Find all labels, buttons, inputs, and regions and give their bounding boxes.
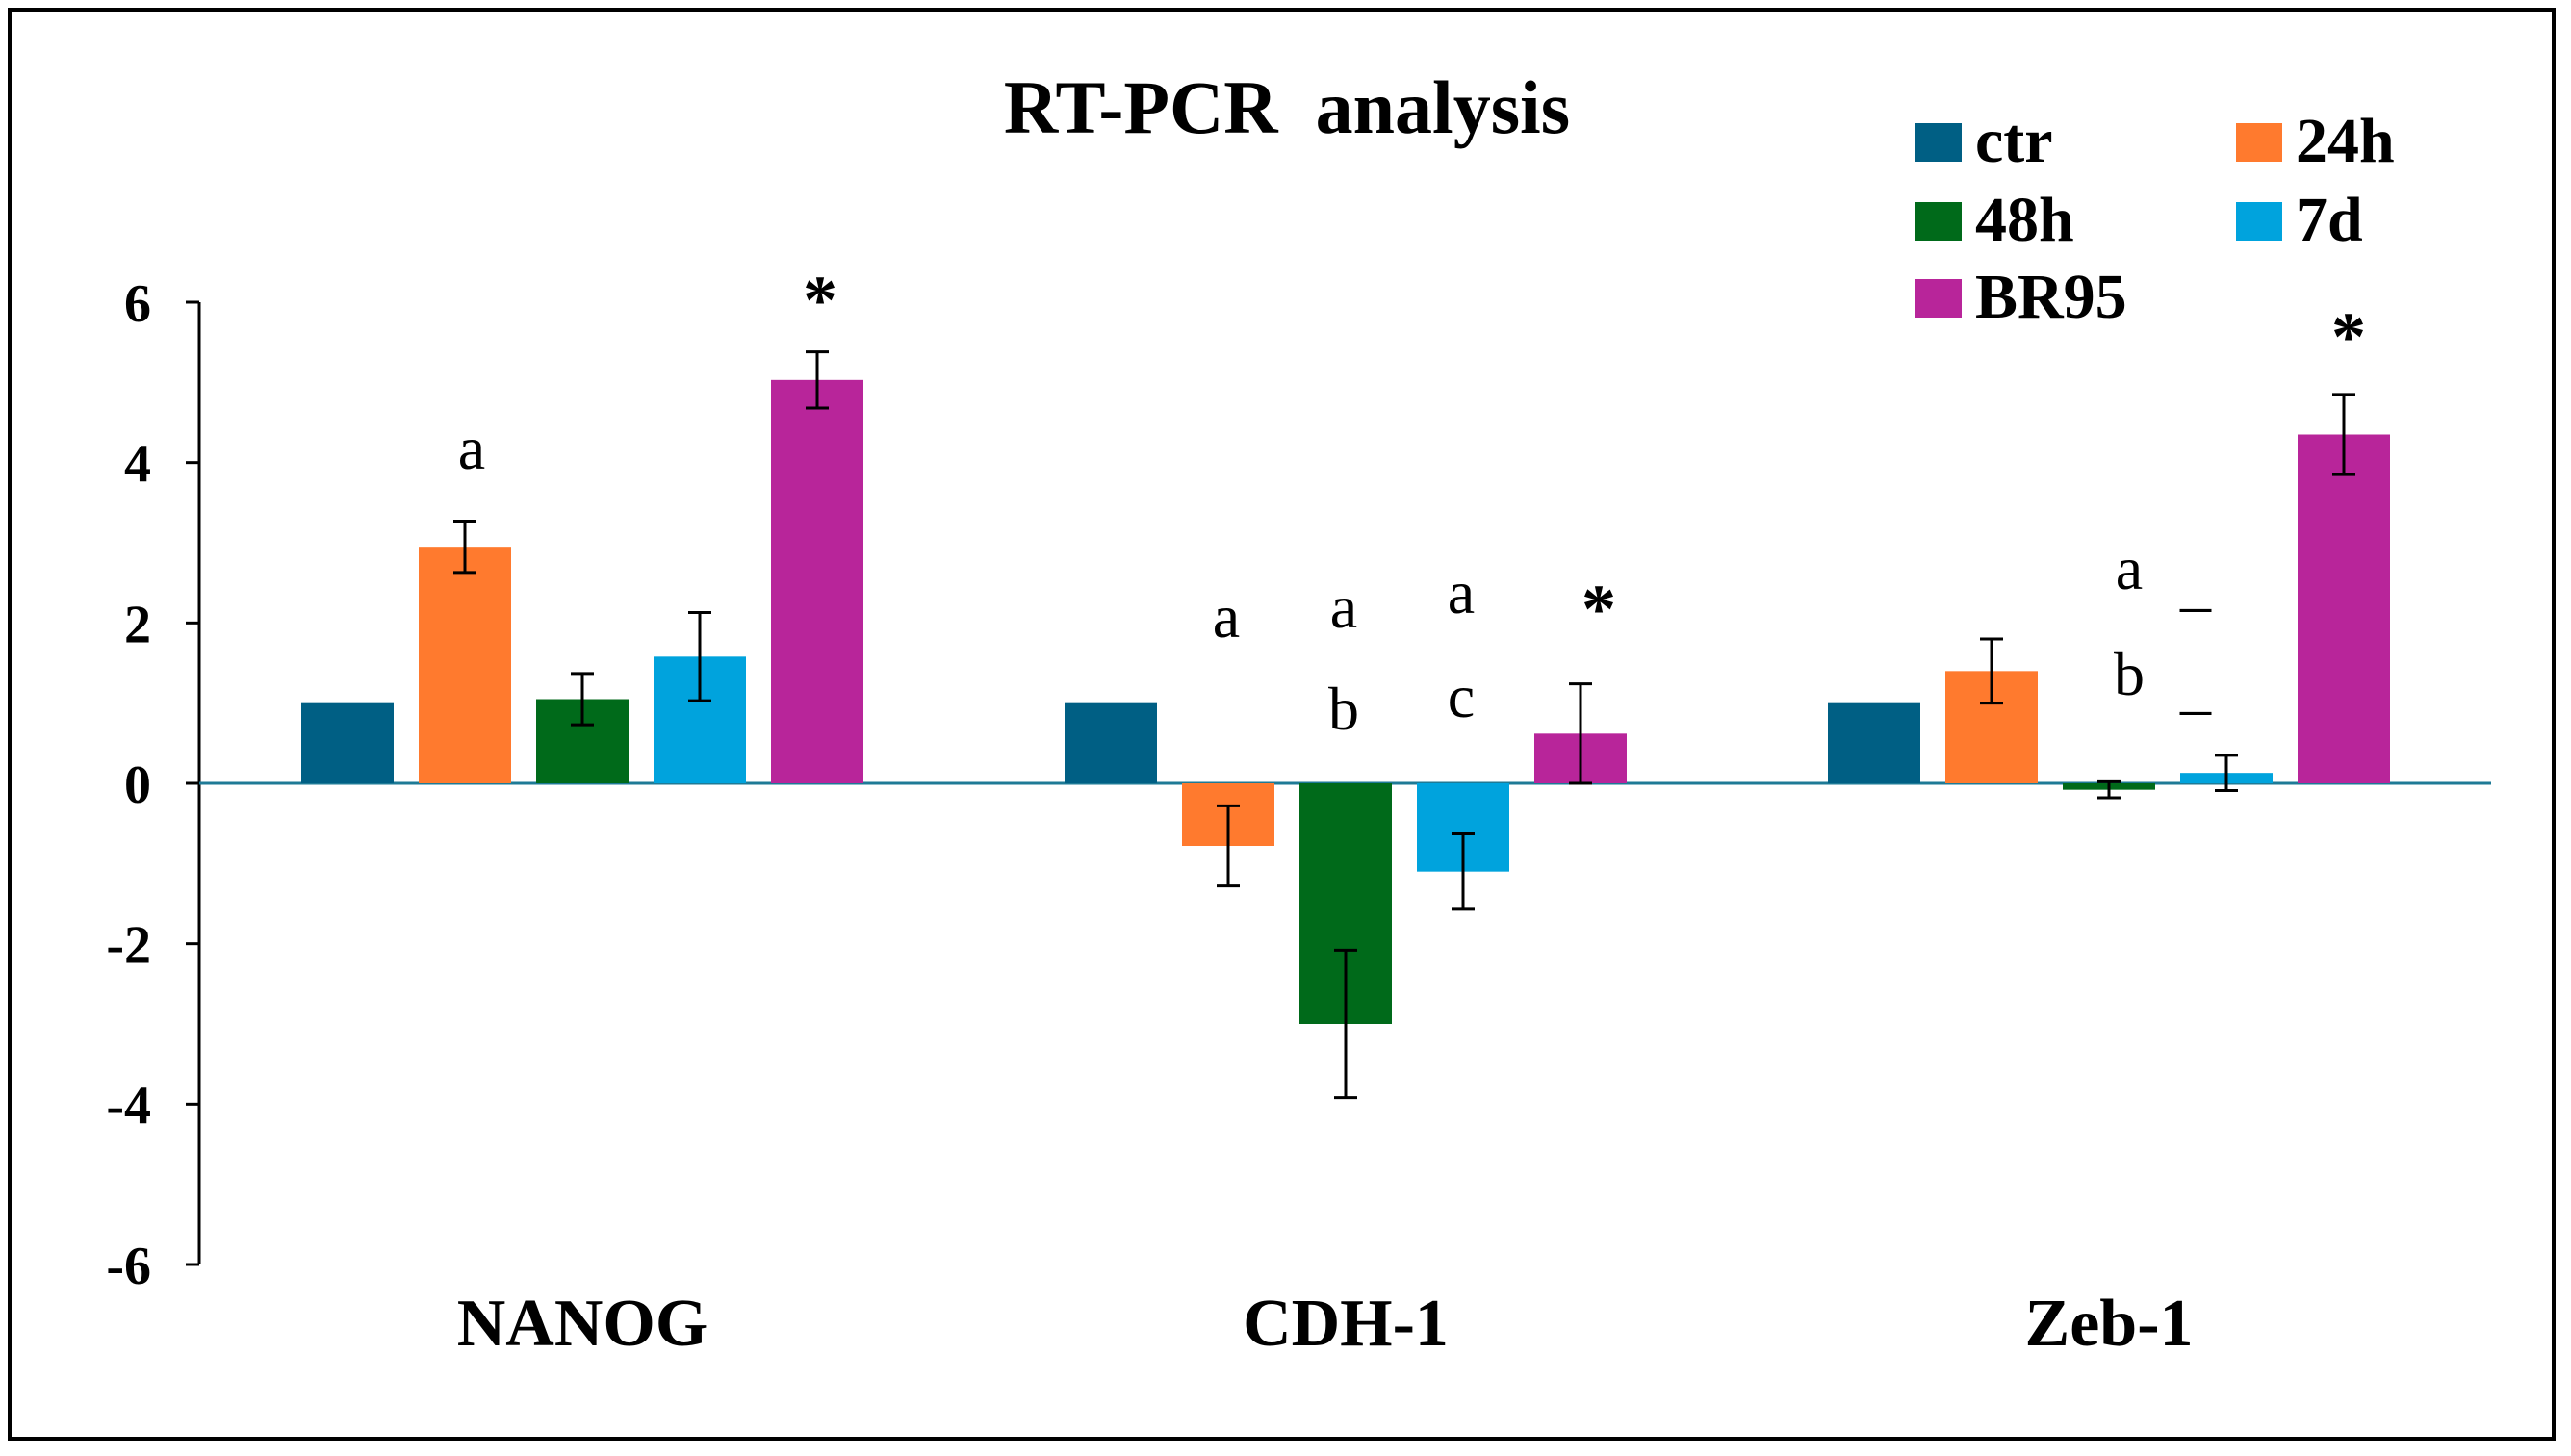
significance-letter: b xyxy=(2114,640,2145,708)
significance-letter: a xyxy=(1448,558,1475,626)
bar-ctr-cdh-1 xyxy=(1065,702,1157,783)
bar-24h-nanog xyxy=(419,547,511,783)
chart-title: RT-PCR analysis xyxy=(1004,65,1570,149)
legend-label-24h: 24h xyxy=(2296,106,2395,176)
legend-swatch-7d xyxy=(2236,202,2282,241)
significance-star: * xyxy=(2331,298,2366,375)
significance-letter: _ xyxy=(2179,652,2212,721)
bar-ctr-nanog xyxy=(301,702,394,783)
bar-br95-zeb-1 xyxy=(2298,434,2390,783)
significance-letter: _ xyxy=(2179,549,2212,618)
y-tick-label: -6 xyxy=(106,1237,151,1296)
y-tick-label: 0 xyxy=(124,755,151,815)
category-label: NANOG xyxy=(457,1287,708,1361)
significance-letter: a xyxy=(1330,573,1357,641)
legend-label-7d: 7d xyxy=(2296,185,2363,255)
significance-star: * xyxy=(1581,571,1616,648)
significance-letter: a xyxy=(1213,582,1240,651)
legend-swatch-ctr xyxy=(1915,123,1962,162)
category-label: CDH-1 xyxy=(1243,1287,1449,1361)
error-bars xyxy=(453,350,2355,1100)
legend-label-br95: BR95 xyxy=(1975,262,2127,332)
legend: ctr 24h 48h 7d BR95 xyxy=(1915,106,2395,332)
legend-label-ctr: ctr xyxy=(1975,106,2053,176)
significance-letter: b xyxy=(1328,675,1359,743)
significance-letter: c xyxy=(1448,662,1475,730)
significance-letter: a xyxy=(458,414,485,482)
legend-swatch-24h xyxy=(2236,123,2282,162)
y-tick-label: 2 xyxy=(124,595,151,654)
legend-swatch-br95 xyxy=(1915,279,1962,318)
y-tick-label: 4 xyxy=(124,435,151,495)
y-tick-label: -4 xyxy=(106,1076,151,1136)
bar-ctr-zeb-1 xyxy=(1828,702,1920,783)
significance-letter: a xyxy=(2116,534,2143,602)
legend-label-48h: 48h xyxy=(1975,185,2074,255)
y-tick-label: 6 xyxy=(124,274,151,334)
bars xyxy=(301,379,2390,1024)
bar-br95-nanog xyxy=(771,379,863,783)
y-tick-label: -2 xyxy=(106,916,151,976)
category-label: Zeb-1 xyxy=(2025,1287,2194,1361)
legend-swatch-48h xyxy=(1915,202,1962,241)
significance-star: * xyxy=(803,262,837,339)
